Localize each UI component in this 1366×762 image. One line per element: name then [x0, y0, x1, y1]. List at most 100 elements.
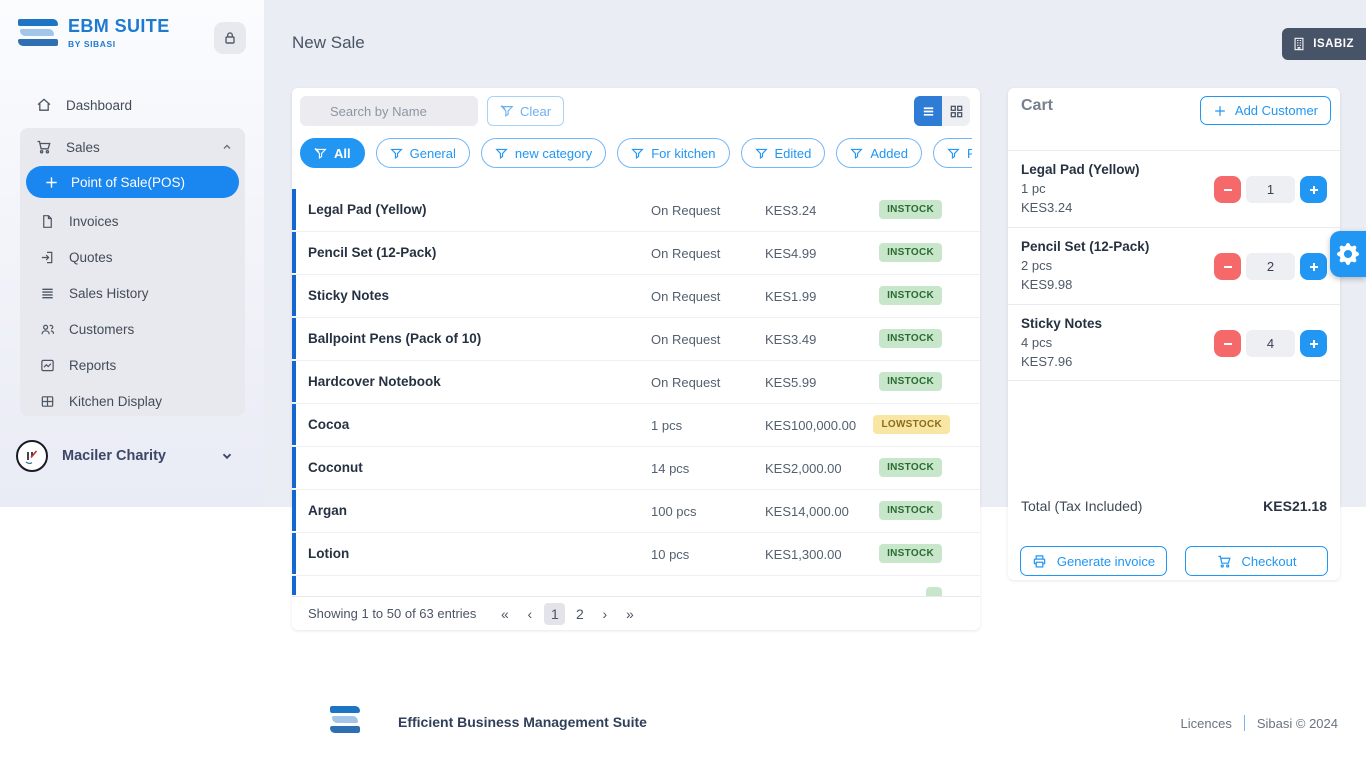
grid-view-button[interactable] — [942, 96, 970, 126]
add-customer-button[interactable]: Add Customer — [1199, 96, 1331, 125]
cart-item-price: KES7.96 — [1021, 354, 1073, 369]
product-name: Lotion — [308, 546, 350, 561]
sidebar-item-dashboard[interactable]: Dashboard — [20, 88, 245, 122]
lock-button[interactable] — [214, 22, 246, 54]
sidebar-item-label: Dashboard — [66, 97, 133, 113]
sidebar-item-quotes[interactable]: Quotes — [26, 240, 239, 274]
cart-item-price: KES3.24 — [1021, 200, 1073, 215]
grid-view-icon — [949, 104, 964, 119]
product-qty: On Request — [651, 203, 721, 218]
cart-item-price: KES9.98 — [1021, 277, 1073, 292]
status-badge — [926, 587, 942, 596]
status-badge: INSTOCK — [879, 286, 942, 305]
next-page-button[interactable]: › — [594, 603, 615, 625]
search-input[interactable] — [300, 96, 478, 126]
funnel-icon — [947, 147, 960, 160]
table-row[interactable]: Ballpoint Pens (Pack of 10) On Request K… — [292, 318, 980, 361]
licences-link[interactable]: Licences — [1180, 715, 1232, 731]
ebm-logo-icon — [18, 19, 58, 46]
org-badge-button[interactable]: ISABIZ — [1282, 28, 1366, 60]
product-qty: On Request — [651, 289, 721, 304]
sidebar-item-label: Kitchen Display — [69, 393, 163, 409]
product-price: KES5.99 — [765, 375, 817, 390]
last-page-button[interactable]: » — [619, 603, 640, 625]
table-row[interactable]: Pencil Set (12-Pack) On Request KES4.99 … — [292, 232, 980, 275]
sidebar-item-point-of-sale[interactable]: Point of Sale(POS) — [26, 166, 239, 198]
sidebar-item-label: Customers — [69, 321, 135, 337]
product-name: Argan — [308, 503, 348, 518]
filter-chip-general[interactable]: General — [375, 138, 470, 168]
filter-chip-label: All — [334, 145, 351, 161]
minus-icon — [1222, 184, 1234, 196]
cart-item-name: Pencil Set (12-Pack) — [1021, 239, 1150, 254]
table-row[interactable]: Coconut 14 pcs KES2,000.00 INSTOCK — [292, 447, 980, 490]
filter-chip-label: new category — [514, 145, 593, 161]
filter-chip-label: Edited — [774, 145, 812, 161]
increase-qty-button[interactable] — [1300, 330, 1327, 357]
sidebar-item-kitchen-display[interactable]: Kitchen Display — [26, 384, 239, 418]
cart-total-value: KES21.18 — [1263, 498, 1327, 514]
chevron-down-icon — [220, 449, 234, 463]
chevron-up-icon — [221, 141, 233, 153]
gear-icon — [1337, 243, 1359, 265]
list-view-button[interactable] — [914, 96, 942, 126]
filter-chip-new-category[interactable]: new category — [480, 138, 607, 168]
table-row[interactable]: Argan 100 pcs KES14,000.00 INSTOCK — [292, 490, 980, 533]
status-badge: INSTOCK — [879, 243, 942, 262]
filter-chip-edited[interactable]: Edited — [740, 138, 826, 168]
product-name: Pencil Set (12-Pack) — [308, 245, 437, 260]
sidebar-item-invoices[interactable]: Invoices — [26, 204, 239, 238]
table-row[interactable]: Cocoa 1 pcs KES100,000.00 LOWSTOCK — [292, 404, 980, 447]
plus-icon — [1308, 261, 1320, 273]
filter-chip-all[interactable]: All — [300, 138, 365, 168]
plus-icon — [1308, 184, 1320, 196]
settings-fab[interactable] — [1330, 231, 1366, 277]
decrease-qty-button[interactable] — [1214, 330, 1241, 357]
prev-page-button[interactable]: ‹ — [519, 603, 540, 625]
sidebar-item-label: Quotes — [69, 249, 113, 265]
sidebar-item-reports[interactable]: Reports — [26, 348, 239, 382]
plus-icon — [1213, 104, 1227, 118]
first-page-button[interactable]: « — [494, 603, 515, 625]
filter-chip-for-kitchen[interactable]: For kitchen — [617, 138, 730, 168]
quantity-value[interactable]: 1 — [1246, 176, 1295, 203]
pagination-summary: Showing 1 to 50 of 63 entries — [308, 606, 477, 621]
brand-logo[interactable]: EBM SUITE BY SIBASI — [18, 16, 170, 49]
cart-item-qty-label: 2 pcs — [1021, 258, 1053, 273]
cart-items: Legal Pad (Yellow) 1 pc KES3.24 1 Pencil… — [1008, 150, 1340, 381]
pagination-bar: Showing 1 to 50 of 63 entries « ‹ 1 2 › … — [292, 596, 980, 630]
filter-chip-products[interactable]: Products — [932, 138, 972, 168]
org-switcher[interactable]: Maciler Charity — [16, 436, 248, 476]
filter-chip-label: For kitchen — [651, 145, 716, 161]
funnel-slash-icon — [314, 147, 327, 160]
product-price: KES1,300.00 — [765, 547, 842, 562]
sidebar-item-sales-history[interactable]: Sales History — [26, 276, 239, 310]
sidebar-item-customers[interactable]: Customers — [26, 312, 239, 346]
quote-icon — [40, 250, 55, 265]
filter-chip-added[interactable]: Added — [836, 138, 922, 168]
increase-qty-button[interactable] — [1300, 253, 1327, 280]
table-row[interactable]: Lotion 10 pcs KES1,300.00 INSTOCK — [292, 533, 980, 576]
product-name: Hardcover Notebook — [308, 374, 441, 389]
cart-item-name: Legal Pad (Yellow) — [1021, 162, 1140, 177]
generate-invoice-button[interactable]: Generate invoice — [1020, 546, 1167, 576]
table-row[interactable]: Legal Pad (Yellow) On Request KES3.24 IN… — [292, 189, 980, 232]
table-row[interactable]: Sticky Notes On Request KES1.99 INSTOCK — [292, 275, 980, 318]
decrease-qty-button[interactable] — [1214, 176, 1241, 203]
quantity-value[interactable]: 4 — [1246, 330, 1295, 357]
status-badge: INSTOCK — [879, 501, 942, 520]
table-row[interactable]: Hardcover Notebook On Request KES5.99 IN… — [292, 361, 980, 404]
clear-filter-button[interactable]: Clear — [487, 96, 565, 126]
brand-tagline: BY SIBASI — [68, 39, 116, 49]
quantity-value[interactable]: 2 — [1246, 253, 1295, 280]
page-button-2[interactable]: 2 — [569, 603, 590, 625]
checkout-button[interactable]: Checkout — [1185, 546, 1328, 576]
decrease-qty-button[interactable] — [1214, 253, 1241, 280]
sidebar-item-sales[interactable]: Sales — [20, 130, 245, 164]
page-button-1[interactable]: 1 — [544, 602, 566, 625]
list-lines-icon — [40, 286, 55, 301]
increase-qty-button[interactable] — [1300, 176, 1327, 203]
table-row-partial[interactable] — [292, 576, 980, 596]
plus-icon — [44, 175, 59, 190]
table-grid-icon — [40, 394, 55, 409]
